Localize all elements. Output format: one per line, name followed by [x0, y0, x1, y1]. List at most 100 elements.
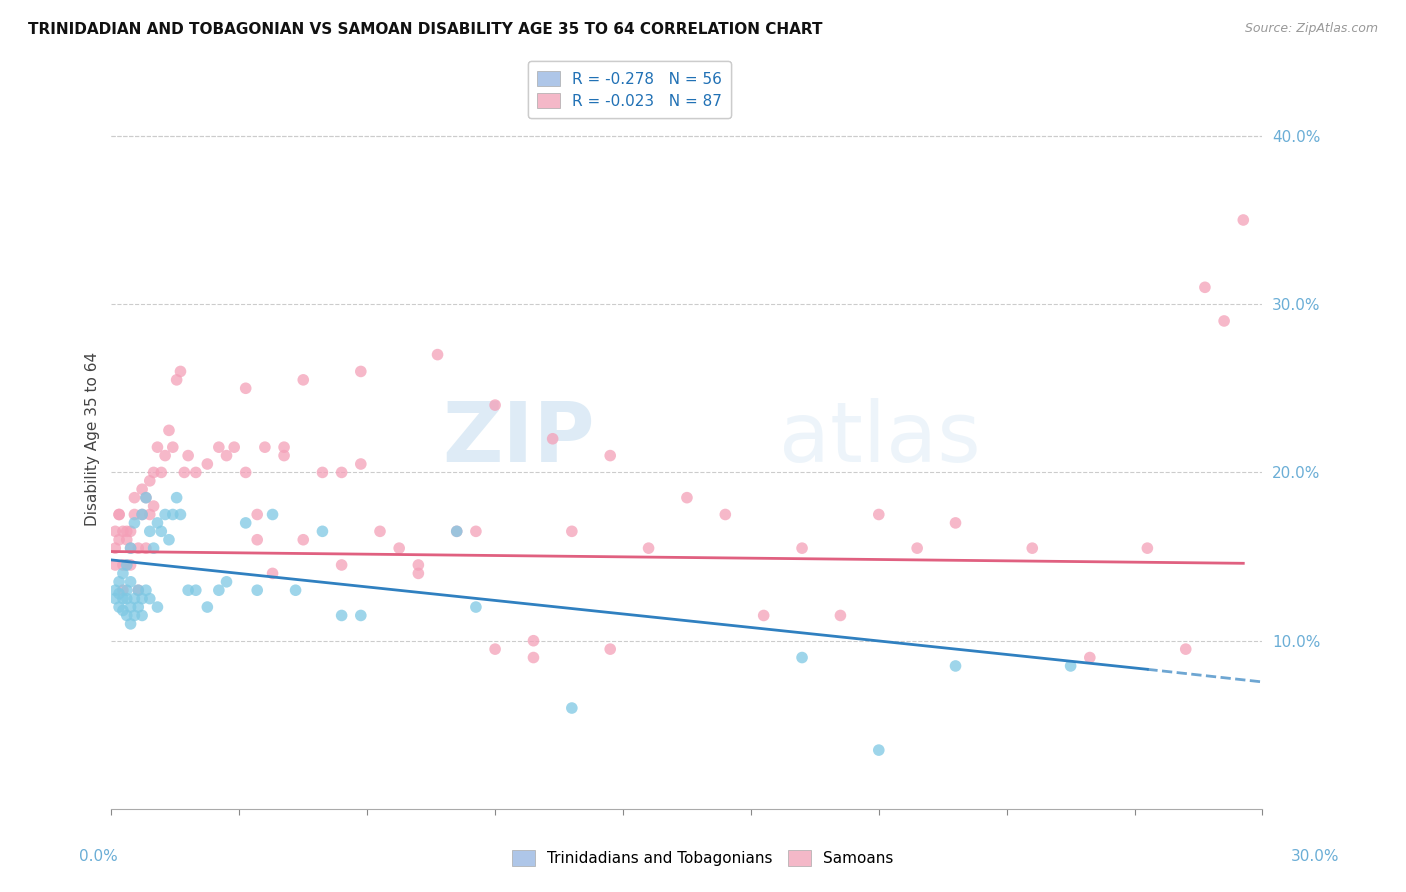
Point: [104, 541, 127, 556]
Point: [115, 524, 138, 539]
Point: [868, 743, 890, 757]
Point: [146, 516, 169, 530]
Text: ZIP: ZIP: [443, 398, 595, 479]
Point: [120, 574, 142, 589]
Point: [1059, 659, 1081, 673]
Point: [142, 499, 165, 513]
Point: [262, 508, 284, 522]
Point: [945, 516, 967, 530]
Point: [135, 583, 157, 598]
Point: [484, 398, 506, 412]
Point: [215, 449, 238, 463]
Text: 0.0%: 0.0%: [79, 849, 118, 864]
Point: [153, 508, 176, 522]
Point: [246, 533, 269, 547]
Point: [104, 591, 127, 606]
Point: [273, 449, 295, 463]
Point: [330, 608, 353, 623]
Point: [169, 508, 191, 522]
Point: [284, 583, 307, 598]
Point: [330, 466, 353, 480]
Point: [1136, 541, 1159, 556]
Point: [142, 541, 165, 556]
Point: [484, 642, 506, 657]
Point: [446, 524, 468, 539]
Point: [1232, 213, 1254, 227]
Point: [868, 508, 890, 522]
Point: [115, 558, 138, 572]
Point: [104, 558, 127, 572]
Point: [124, 508, 146, 522]
Point: [599, 449, 621, 463]
Point: [350, 364, 373, 378]
Point: [139, 524, 162, 539]
Point: [637, 541, 659, 556]
Point: [115, 533, 138, 547]
Point: [120, 541, 142, 556]
Point: [124, 591, 146, 606]
Point: [208, 583, 231, 598]
Point: [195, 600, 218, 615]
Point: [830, 608, 852, 623]
Point: [464, 524, 486, 539]
Point: [273, 440, 295, 454]
Point: [184, 466, 207, 480]
Point: [157, 533, 180, 547]
Point: [120, 616, 142, 631]
Point: [115, 608, 138, 623]
Point: [1021, 541, 1043, 556]
Point: [131, 608, 153, 623]
Point: [135, 491, 157, 505]
Point: [146, 440, 169, 454]
Point: [1078, 650, 1101, 665]
Point: [150, 466, 173, 480]
Point: [714, 508, 737, 522]
Point: [108, 586, 131, 600]
Point: [235, 516, 257, 530]
Point: [111, 558, 134, 572]
Point: [120, 524, 142, 539]
Point: [262, 566, 284, 581]
Point: [350, 608, 373, 623]
Point: [561, 701, 583, 715]
Point: [162, 440, 184, 454]
Point: [127, 583, 149, 598]
Point: [139, 474, 162, 488]
Point: [124, 516, 146, 530]
Point: [1174, 642, 1197, 657]
Point: [388, 541, 411, 556]
Point: [368, 524, 391, 539]
Point: [131, 508, 153, 522]
Point: [108, 574, 131, 589]
Point: [120, 600, 142, 615]
Point: [292, 533, 315, 547]
Point: [905, 541, 928, 556]
Point: [111, 591, 134, 606]
Legend: R = -0.278   N = 56, R = -0.023   N = 87: R = -0.278 N = 56, R = -0.023 N = 87: [527, 62, 731, 118]
Point: [120, 558, 142, 572]
Point: [790, 650, 813, 665]
Point: [115, 583, 138, 598]
Point: [115, 591, 138, 606]
Point: [135, 541, 157, 556]
Point: [162, 508, 184, 522]
Text: TRINIDADIAN AND TOBAGONIAN VS SAMOAN DISABILITY AGE 35 TO 64 CORRELATION CHART: TRINIDADIAN AND TOBAGONIAN VS SAMOAN DIS…: [28, 22, 823, 37]
Point: [408, 558, 430, 572]
Point: [522, 633, 544, 648]
Text: 30.0%: 30.0%: [1291, 849, 1339, 864]
Point: [146, 600, 169, 615]
Point: [253, 440, 276, 454]
Point: [195, 457, 218, 471]
Point: [124, 491, 146, 505]
Legend: Trinidadians and Tobagonians, Samoans: Trinidadians and Tobagonians, Samoans: [503, 841, 903, 875]
Point: [127, 583, 149, 598]
Point: [139, 508, 162, 522]
Point: [541, 432, 564, 446]
Point: [104, 524, 127, 539]
Point: [127, 541, 149, 556]
Point: [1213, 314, 1236, 328]
Point: [292, 373, 315, 387]
Point: [127, 600, 149, 615]
Point: [131, 482, 153, 496]
Point: [111, 524, 134, 539]
